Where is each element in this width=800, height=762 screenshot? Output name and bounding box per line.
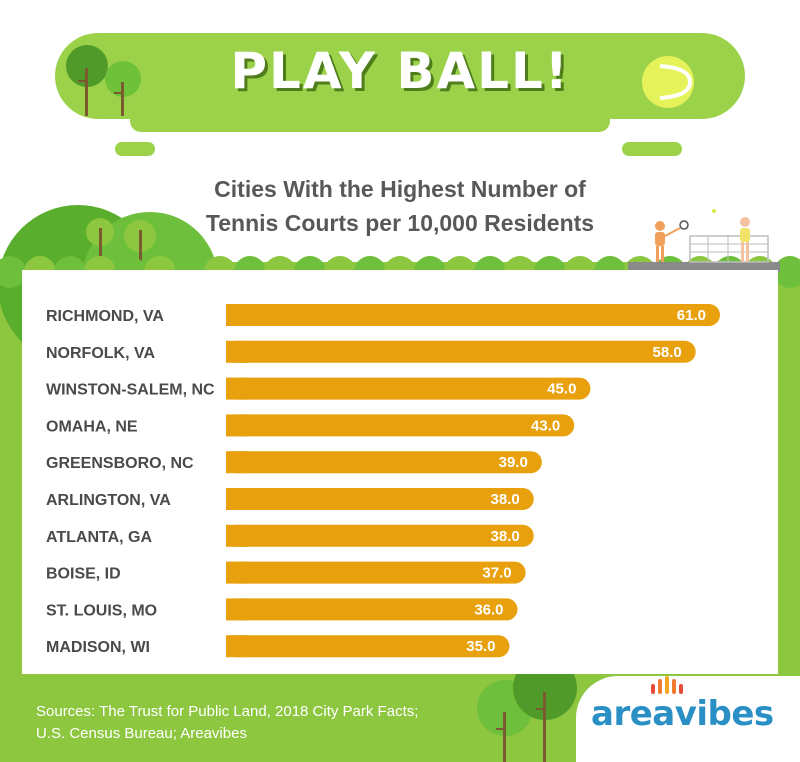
chart-subtitle-line1: Cities With the Highest Number of [214,176,586,202]
banner-title: PLAY BALL! [230,42,570,100]
value-label: 39.0 [499,454,528,471]
bar-left-edge [226,524,248,547]
value-label: 61.0 [677,307,706,324]
bar [226,304,720,326]
value-label: 37.0 [482,565,511,582]
category-label: OMAHA, NE [46,418,138,435]
bar [226,561,526,584]
bar [226,414,575,437]
logo-bars-icon [651,676,683,694]
sources-line1: Sources: The Trust for Public Land, 2018… [36,703,419,720]
category-label: RICHMOND, VA [46,308,164,325]
value-label: 35.0 [466,638,495,655]
category-label: ST. LOUIS, MO [46,602,157,619]
bar [226,488,534,510]
logo-container [576,676,800,762]
bar [226,377,591,400]
bar-left-edge [226,561,248,584]
bar [226,451,542,474]
bar-left-edge [226,635,248,658]
sources-line2: U.S. Census Bureau; Areavibes [36,725,247,742]
value-label: 43.0 [531,417,560,434]
bar-left-edge [226,414,248,437]
chart-subtitle-line2: Tennis Courts per 10,000 Residents [205,210,595,236]
bar-left-edge [226,340,248,363]
value-label: 38.0 [491,491,520,508]
value-label: 36.0 [474,601,503,618]
tree-icon [66,45,141,116]
category-label: BOISE, ID [46,566,121,583]
category-label: NORFOLK, VA [46,345,155,362]
category-label: ATLANTA, GA [46,529,153,546]
bar-left-edge [226,451,248,474]
value-label: 45.0 [547,381,576,398]
bar [226,598,518,621]
chart-panel: RICHMOND, VA 61.0 NORFOLK, VA 58.0 WINSTON-S… [22,270,778,674]
category-label: GREENSBORO, NC [46,455,194,472]
tennis-players-icon [628,209,780,272]
tennis-ball-icon [642,56,694,108]
bar [226,524,534,547]
value-label: 38.0 [491,528,520,545]
areavibes-logo[interactable]: areavibes [591,694,774,734]
category-label: ARLINGTON, VA [46,492,171,509]
category-label: MADISON, WI [46,639,150,656]
bar-left-edge [226,598,248,621]
category-label: WINSTON-SALEM, NC [46,382,215,399]
bar-chart: RICHMOND, VA 61.0 NORFOLK, VA 58.0 WINSTON-S… [46,304,720,658]
bar-left-edge [226,304,248,326]
bar-left-edge [226,488,248,510]
bar-left-edge [226,377,248,400]
bar [226,635,510,658]
bar [226,340,696,363]
value-label: 58.0 [653,344,682,361]
